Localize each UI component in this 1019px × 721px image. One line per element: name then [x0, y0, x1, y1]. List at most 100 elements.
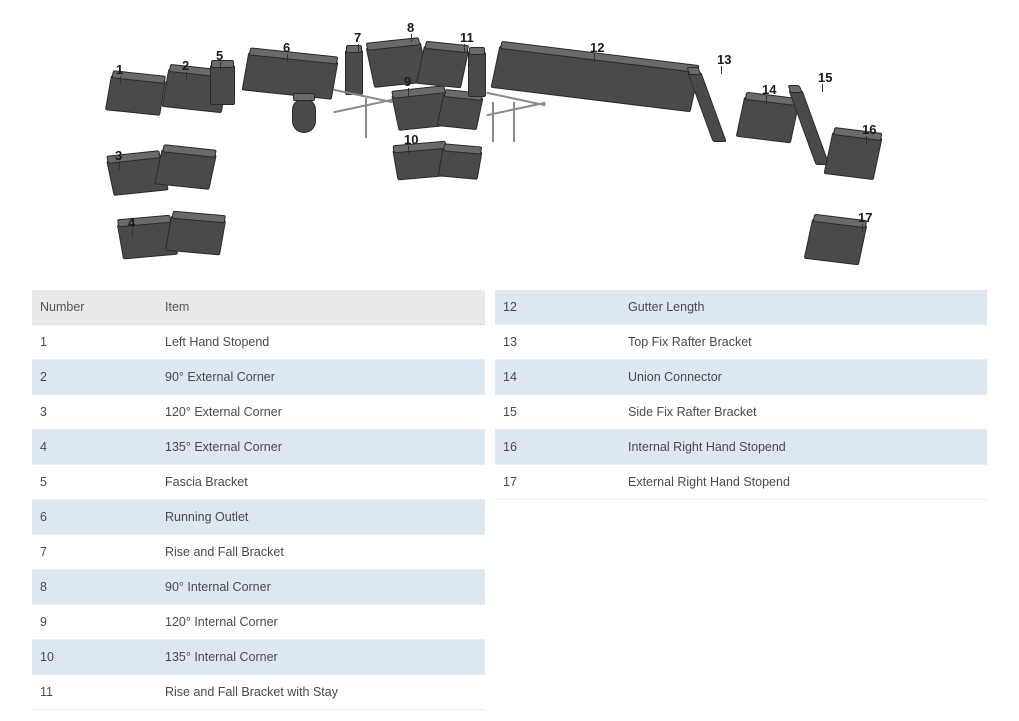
callout-number: 9 — [404, 74, 411, 89]
leader-line — [186, 72, 187, 80]
support-strut — [513, 102, 515, 142]
leader-line — [408, 88, 409, 96]
callout-number: 6 — [283, 40, 290, 55]
support-strut — [333, 99, 392, 113]
gutter-part — [210, 65, 235, 105]
table-row: 15Side Fix Rafter Bracket — [495, 395, 987, 430]
cell-item: Internal Right Hand Stopend — [620, 430, 987, 465]
gutter-part — [292, 98, 316, 133]
leader-line — [287, 54, 288, 62]
cell-item: Top Fix Rafter Bracket — [620, 325, 987, 360]
leader-line — [464, 44, 465, 52]
callout-number: 13 — [717, 52, 731, 67]
callout-number: 7 — [354, 30, 361, 45]
leader-line — [119, 162, 120, 170]
gutter-part — [491, 46, 700, 113]
cell-number: 11 — [32, 675, 157, 710]
cell-item: 120° External Corner — [157, 395, 485, 430]
cell-item: 120° Internal Corner — [157, 605, 485, 640]
parts-table-right: 12Gutter Length13Top Fix Rafter Bracket1… — [495, 290, 987, 500]
cell-item: External Right Hand Stopend — [620, 465, 987, 500]
leader-line — [358, 44, 359, 52]
cell-number: 2 — [32, 360, 157, 395]
cell-item: 90° Internal Corner — [157, 570, 485, 605]
cell-item: Running Outlet — [157, 500, 485, 535]
cell-item: Side Fix Rafter Bracket — [620, 395, 987, 430]
gutter-part — [242, 52, 339, 99]
gutter-part — [416, 46, 469, 89]
cell-number: 5 — [32, 465, 157, 500]
cell-number: 4 — [32, 430, 157, 465]
gutter-part — [468, 52, 486, 97]
table-row: 290° External Corner — [32, 360, 485, 395]
leader-line — [822, 84, 823, 92]
leader-line — [132, 229, 133, 237]
table-row: 14Union Connector — [495, 360, 987, 395]
support-strut — [365, 98, 367, 138]
callout-number: 5 — [216, 48, 223, 63]
leader-line — [862, 224, 863, 232]
cell-item: Gutter Length — [620, 290, 987, 325]
gutter-part — [687, 72, 726, 142]
leader-line — [120, 76, 121, 84]
cell-number: 9 — [32, 605, 157, 640]
leader-line — [766, 96, 767, 104]
gutter-part — [165, 216, 226, 256]
callout-number: 3 — [115, 148, 122, 163]
gutter-part — [736, 97, 800, 144]
callout-number: 4 — [128, 215, 135, 230]
callout-number: 17 — [858, 210, 872, 225]
table-row: 12Gutter Length — [495, 290, 987, 325]
table-row: 1Left Hand Stopend — [32, 325, 485, 360]
cell-item: Left Hand Stopend — [157, 325, 485, 360]
support-strut — [492, 102, 494, 142]
gutter-part — [437, 94, 484, 130]
callout-number: 15 — [818, 70, 832, 85]
parts-diagram: 1234567891011121314151617 — [0, 0, 1019, 290]
cell-number: 1 — [32, 325, 157, 360]
table-row: 5Fascia Bracket — [32, 465, 485, 500]
col-item: Item — [157, 290, 485, 325]
table-row: 7Rise and Fall Bracket — [32, 535, 485, 570]
cell-number: 3 — [32, 395, 157, 430]
cell-number: 10 — [32, 640, 157, 675]
leader-line — [220, 62, 221, 70]
cell-item: Rise and Fall Bracket with Stay — [157, 675, 485, 710]
gutter-part — [824, 132, 883, 180]
cell-number: 8 — [32, 570, 157, 605]
table-row: 3120° External Corner — [32, 395, 485, 430]
table-row: 16Internal Right Hand Stopend — [495, 430, 987, 465]
table-row: 9120° Internal Corner — [32, 605, 485, 640]
leader-line — [866, 136, 867, 144]
callout-number: 16 — [862, 122, 876, 137]
cell-number: 16 — [495, 430, 620, 465]
callout-number: 2 — [182, 58, 189, 73]
callout-number: 10 — [404, 132, 418, 147]
cell-item: Fascia Bracket — [157, 465, 485, 500]
cell-number: 14 — [495, 360, 620, 395]
gutter-part — [438, 148, 483, 179]
gutter-part — [105, 75, 166, 116]
cell-number: 7 — [32, 535, 157, 570]
callout-number: 8 — [407, 20, 414, 35]
cell-item: 90° External Corner — [157, 360, 485, 395]
parts-tables: Number Item 1Left Hand Stopend290° Exter… — [0, 290, 1019, 710]
table-row: 6Running Outlet — [32, 500, 485, 535]
parts-table-left: Number Item 1Left Hand Stopend290° Exter… — [32, 290, 485, 710]
table-row: 11Rise and Fall Bracket with Stay — [32, 675, 485, 710]
col-number: Number — [32, 290, 157, 325]
cell-number: 12 — [495, 290, 620, 325]
cell-item: 135° External Corner — [157, 430, 485, 465]
cell-number: 6 — [32, 500, 157, 535]
callout-number: 11 — [460, 30, 474, 45]
cell-item: Union Connector — [620, 360, 987, 395]
leader-line — [594, 54, 595, 62]
gutter-part — [804, 219, 868, 266]
cell-number: 15 — [495, 395, 620, 430]
table-row: 4135° External Corner — [32, 430, 485, 465]
callout-number: 1 — [116, 62, 123, 77]
cell-item: 135° Internal Corner — [157, 640, 485, 675]
leader-line — [721, 66, 722, 74]
gutter-part — [154, 149, 216, 190]
callout-number: 14 — [762, 82, 776, 97]
